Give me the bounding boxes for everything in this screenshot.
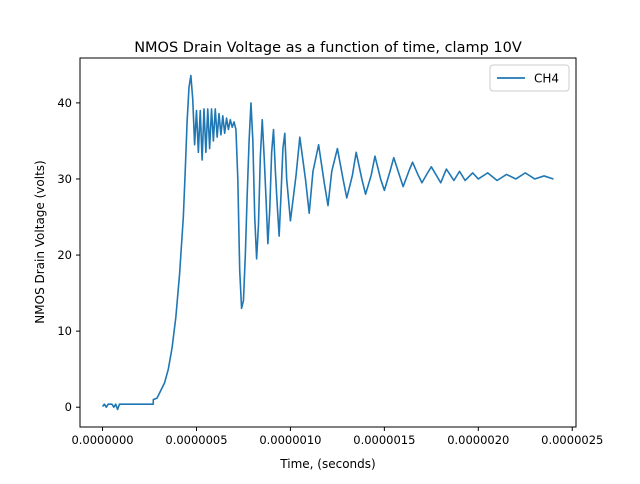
x-tick-label: 0.0000025 bbox=[541, 433, 603, 447]
legend: CH4 bbox=[489, 64, 570, 92]
x-axis-label: Time, (seconds) bbox=[279, 457, 375, 471]
y-tick-label: 10 bbox=[57, 324, 72, 338]
series-line-ch4 bbox=[101, 74, 554, 411]
y-axis: 0 10 20 30 40 bbox=[57, 96, 80, 414]
chart-title: NMOS Drain Voltage as a function of time… bbox=[134, 40, 522, 56]
x-tick-label: 0.0000015 bbox=[353, 433, 415, 447]
plot-area bbox=[101, 74, 554, 411]
legend-box bbox=[489, 64, 570, 92]
y-tick-label: 0 bbox=[65, 400, 72, 414]
x-tick-label: 0.0000020 bbox=[447, 433, 509, 447]
y-tick-label: 40 bbox=[57, 96, 72, 110]
x-tick-label: 0.0000005 bbox=[165, 433, 227, 447]
y-tick-label: 30 bbox=[57, 172, 72, 186]
plot-frame bbox=[79, 57, 577, 428]
legend-label-ch4: CH4 bbox=[534, 72, 559, 86]
x-tick-label: 0.0000010 bbox=[259, 433, 321, 447]
y-tick-label: 20 bbox=[57, 248, 72, 262]
x-tick-label: 0.0000000 bbox=[71, 433, 133, 447]
y-axis-label: NMOS Drain Voltage (volts) bbox=[33, 160, 47, 323]
x-axis: 0.0000000 0.0000005 0.0000010 0.0000015 0.00… bbox=[71, 427, 603, 447]
